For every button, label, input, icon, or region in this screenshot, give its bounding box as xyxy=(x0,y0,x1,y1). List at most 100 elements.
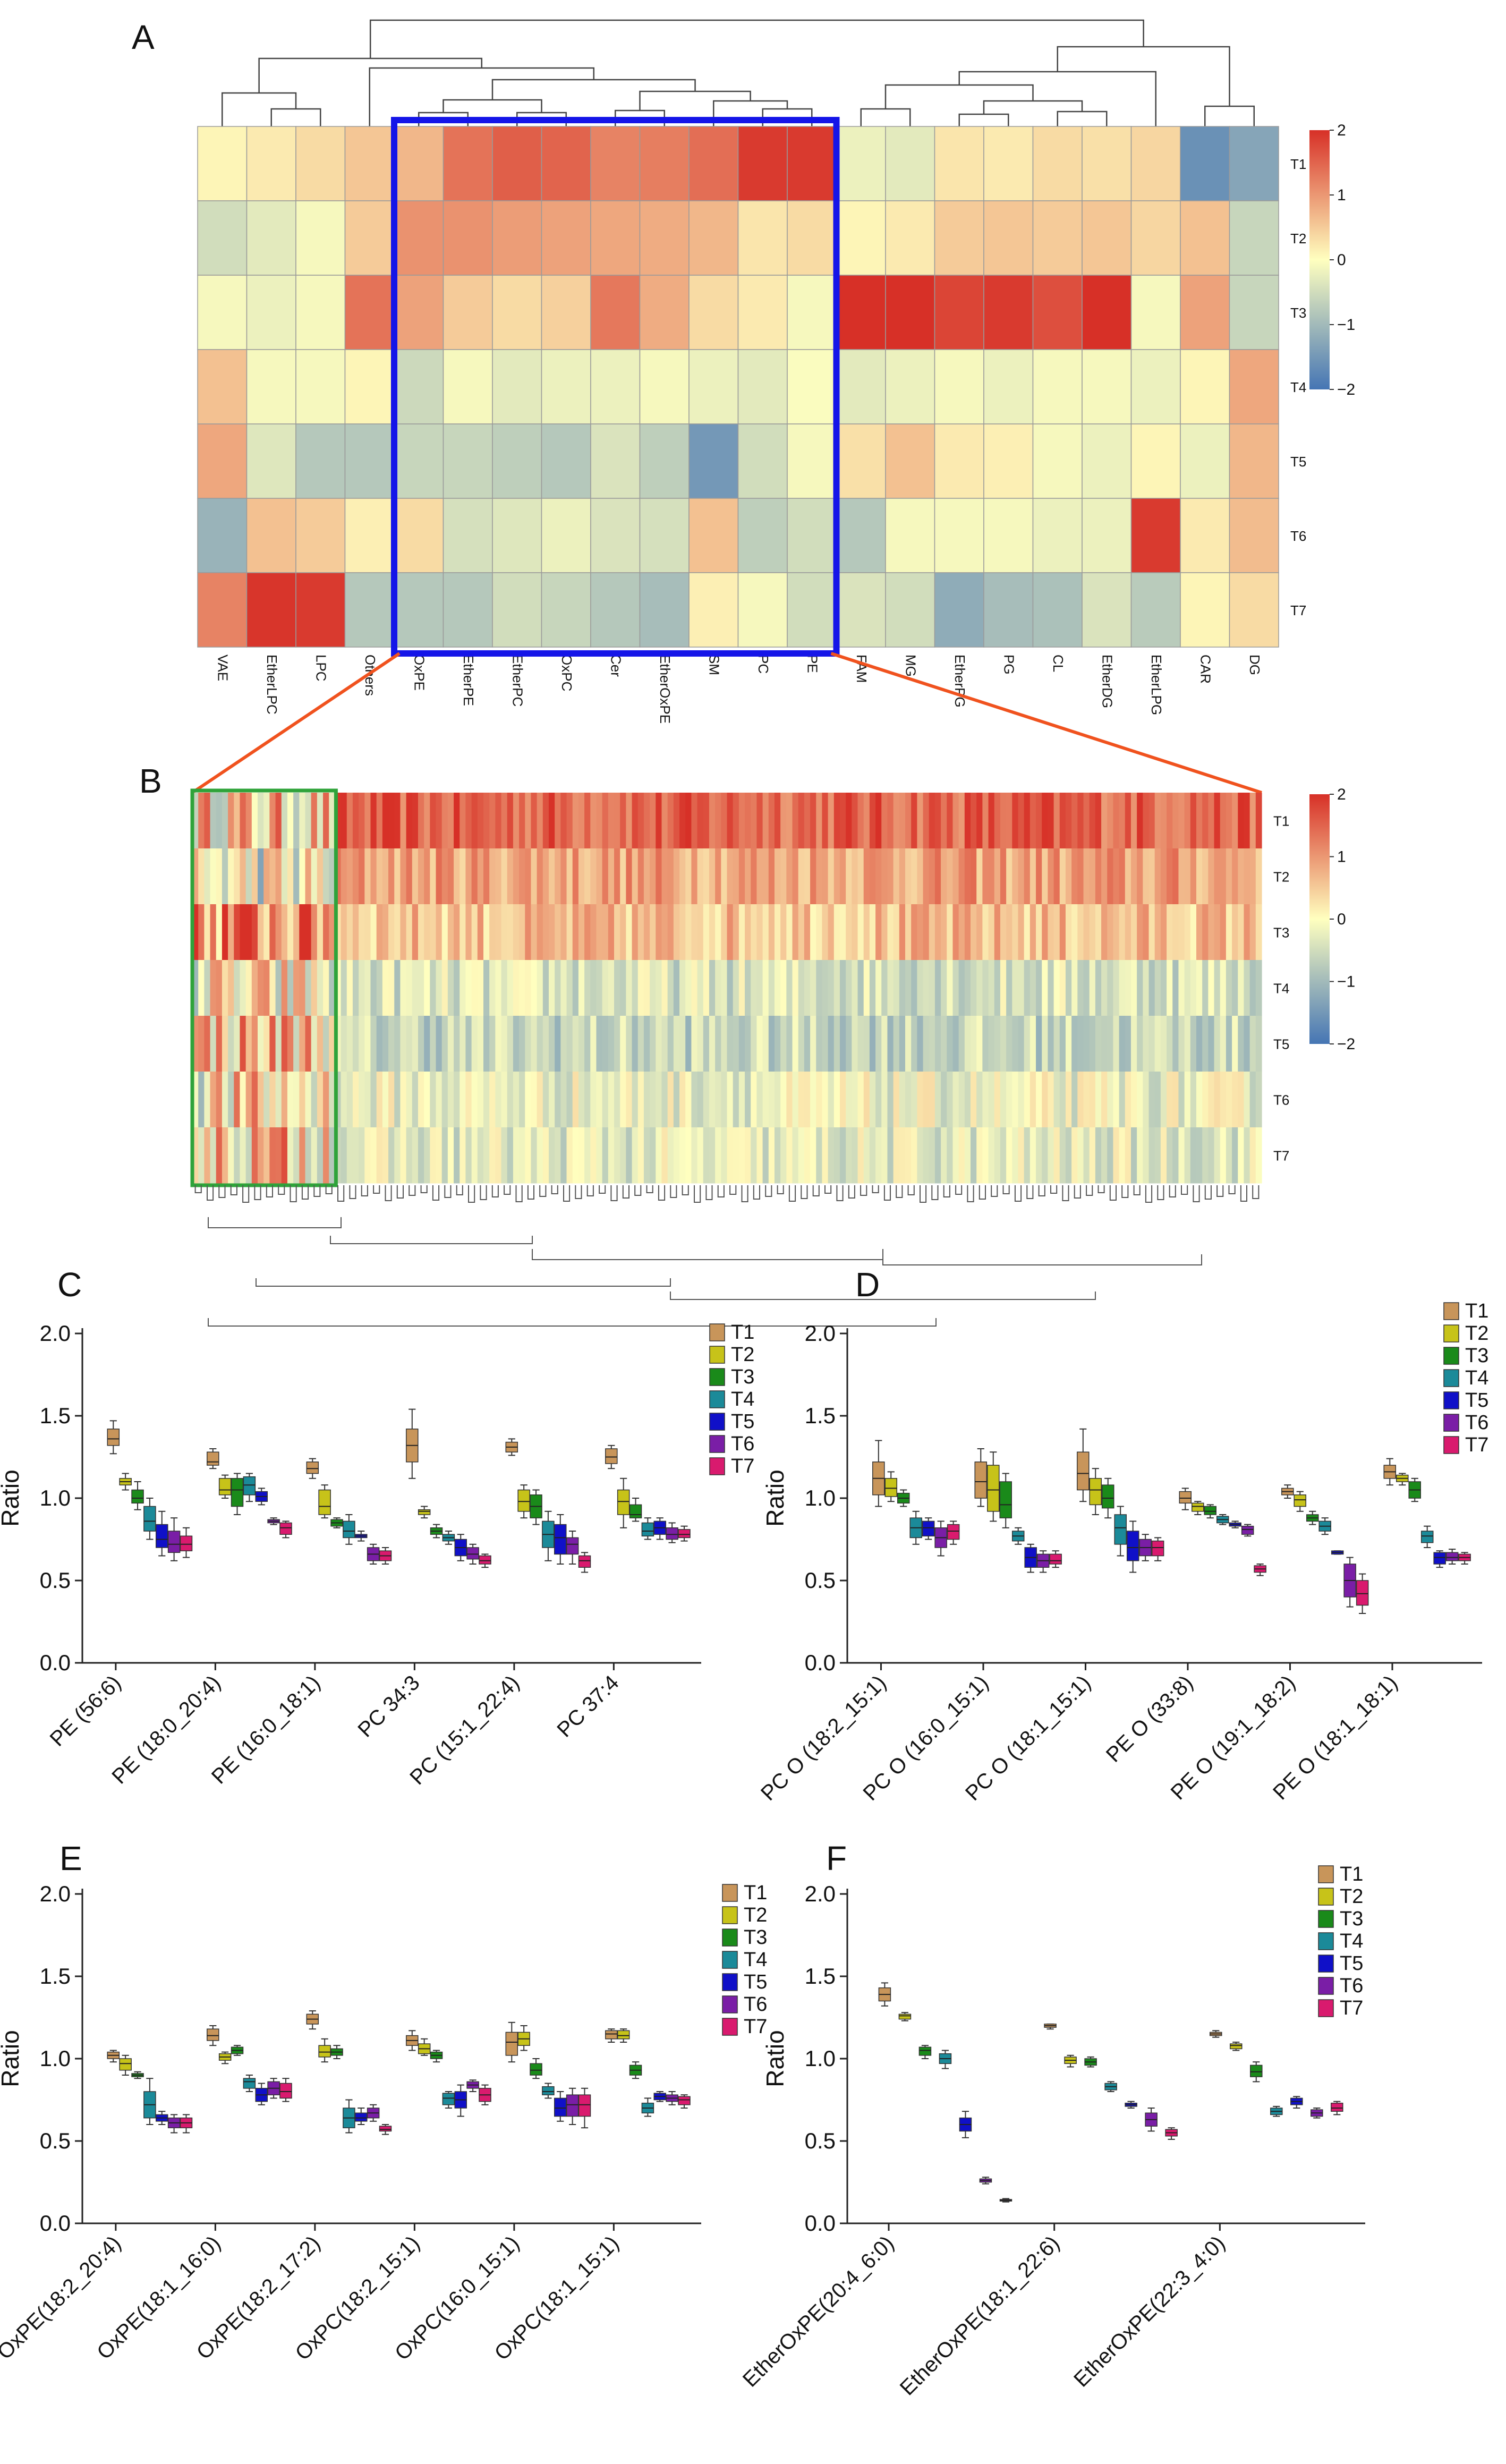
heatmap-b-cell xyxy=(465,960,472,1016)
panel-c-box-2 xyxy=(517,1489,530,1512)
heatmap-b-cell xyxy=(751,1016,758,1072)
heatmap-b-cell xyxy=(210,904,217,961)
heatmap-b-cell xyxy=(192,793,199,849)
heatmap-b-cell xyxy=(804,1072,811,1128)
heatmap-cell-T6-PE xyxy=(787,498,837,573)
heatmap-cell-T3-EtherPG xyxy=(934,275,984,350)
dendrogram-link xyxy=(958,113,1009,126)
heatmap-b-cell xyxy=(1018,1016,1025,1072)
heatmap-b-cell xyxy=(489,848,496,905)
heatmap-b-cell xyxy=(667,1016,674,1072)
heatmap-cell-T5-DG xyxy=(1229,423,1279,499)
heatmap-b-cell xyxy=(863,1016,870,1072)
heatmap-b-cell xyxy=(626,848,633,905)
heatmap-b-cell xyxy=(1095,960,1102,1016)
heatmap-b-cell xyxy=(632,793,639,849)
heatmap-b-cell xyxy=(495,793,502,849)
heatmap-cell-T3-EtherLPG xyxy=(1130,275,1181,350)
panel-e-y-tick-label: 1.0 xyxy=(40,2046,71,2071)
heatmap-b-cell xyxy=(537,960,543,1016)
zoom-line-right xyxy=(830,652,1262,794)
panel-c-label: C xyxy=(57,1265,82,1304)
heatmap-b-cell xyxy=(364,904,371,961)
panel-d-legend-label-T7: T7 xyxy=(1465,1434,1488,1456)
heatmap-b-cell xyxy=(875,1127,882,1184)
panel-f-legend-label-T7: T7 xyxy=(1340,1997,1363,2019)
heatmap-b-cell xyxy=(756,1016,763,1072)
dendrogram-b-link xyxy=(456,1185,463,1195)
heatmap-b-cell xyxy=(1196,1072,1203,1128)
heatmap-b-cell xyxy=(590,904,597,961)
heatmap-b-cell xyxy=(412,1016,419,1072)
heatmap-b-cell xyxy=(477,1072,484,1128)
heatmap-b-cell xyxy=(460,904,466,961)
heatmap-b-cell xyxy=(798,960,805,1016)
heatmap-b-cell xyxy=(1202,848,1209,905)
dendrogram-b-link xyxy=(207,1185,214,1201)
heatmap-b-cell xyxy=(1160,904,1167,961)
column-label-MG: MG xyxy=(903,655,918,677)
heatmap-b-cell xyxy=(525,793,532,849)
heatmap-b-cell xyxy=(685,848,692,905)
heatmap-b-cell xyxy=(733,1016,739,1072)
heatmap-b-cell xyxy=(667,1127,674,1184)
heatmap-b-cell xyxy=(394,1016,401,1072)
heatmap-b-cell xyxy=(738,904,745,961)
heatmap-b-cell xyxy=(234,1127,241,1184)
heatmap-b-cell xyxy=(269,960,276,1016)
heatmap-b-cell xyxy=(608,1016,615,1072)
heatmap-b-cell xyxy=(656,960,662,1016)
heatmap-b-cell xyxy=(1178,960,1185,1016)
heatmap-b-cell xyxy=(679,848,686,905)
heatmap-b-cell xyxy=(1172,793,1179,849)
heatmap-b-cell xyxy=(584,960,591,1016)
heatmap-b-cell xyxy=(465,1072,472,1128)
heatmap-b-cell xyxy=(1071,1016,1078,1072)
heatmap-b-cell xyxy=(685,960,692,1016)
heatmap-b-cell xyxy=(792,1127,799,1184)
heatmap-b-cell xyxy=(549,848,555,905)
heatmap-b-cell xyxy=(418,1072,424,1128)
heatmap-cell-T7-Others xyxy=(344,572,395,648)
dendrogram-b-link xyxy=(658,1185,666,1201)
heatmap-b-cell xyxy=(299,1127,306,1184)
heatmap-b-cell xyxy=(281,1016,288,1072)
heatmap-b-cell xyxy=(667,904,674,961)
heatmap-b-cell xyxy=(245,960,252,1016)
heatmap-b-cell xyxy=(555,960,561,1016)
heatmap-cell-T5-EtherPG xyxy=(934,423,984,499)
heatmap-cell-T4-FAM xyxy=(836,349,886,424)
heatmap-b-cell xyxy=(483,960,490,1016)
heatmap-b-cell xyxy=(335,793,342,849)
heatmap-b-cell xyxy=(394,793,401,849)
dendrogram-b-link xyxy=(313,1185,321,1197)
heatmap-b-cell xyxy=(1006,1127,1012,1184)
heatmap-b-cell xyxy=(1077,793,1084,849)
heatmap-b-cell xyxy=(1226,1016,1232,1072)
panel-f-legend-swatch-T1 xyxy=(1318,1865,1334,1883)
panel-f-y-tick-label: 0.0 xyxy=(805,2211,836,2236)
heatmap-b-cell xyxy=(857,1072,864,1128)
column-label-LPC: LPC xyxy=(313,655,329,682)
heatmap-b-cell xyxy=(839,960,846,1016)
dendrogram-b-link xyxy=(943,1185,950,1197)
panel-d-box-2 xyxy=(1294,1494,1307,1507)
heatmap-b-cell xyxy=(852,904,858,961)
heatmap-b-cell xyxy=(566,793,573,849)
heatmap-cell-T5-CL xyxy=(1032,423,1083,499)
panel-d-legend-swatch-T1 xyxy=(1443,1302,1459,1320)
heatmap-b-cell xyxy=(412,904,419,961)
heatmap-b-cell xyxy=(828,960,835,1016)
heatmap-cell-T2-DG xyxy=(1229,200,1279,276)
heatmap-b-cell xyxy=(293,1127,300,1184)
heatmap-b-cell xyxy=(436,848,443,905)
panel-d-legend-swatch-T7 xyxy=(1443,1436,1459,1454)
panel-e-box-3 xyxy=(530,2063,542,2076)
heatmap-b-cell xyxy=(198,793,205,849)
heatmap-b-cell xyxy=(1232,793,1238,849)
heatmap-b-cell xyxy=(905,904,912,961)
heatmap-b-cell xyxy=(620,1127,626,1184)
heatmap-b-cell xyxy=(359,904,365,961)
heatmap-b-cell xyxy=(477,1127,484,1184)
heatmap-b-cell xyxy=(495,1016,502,1072)
